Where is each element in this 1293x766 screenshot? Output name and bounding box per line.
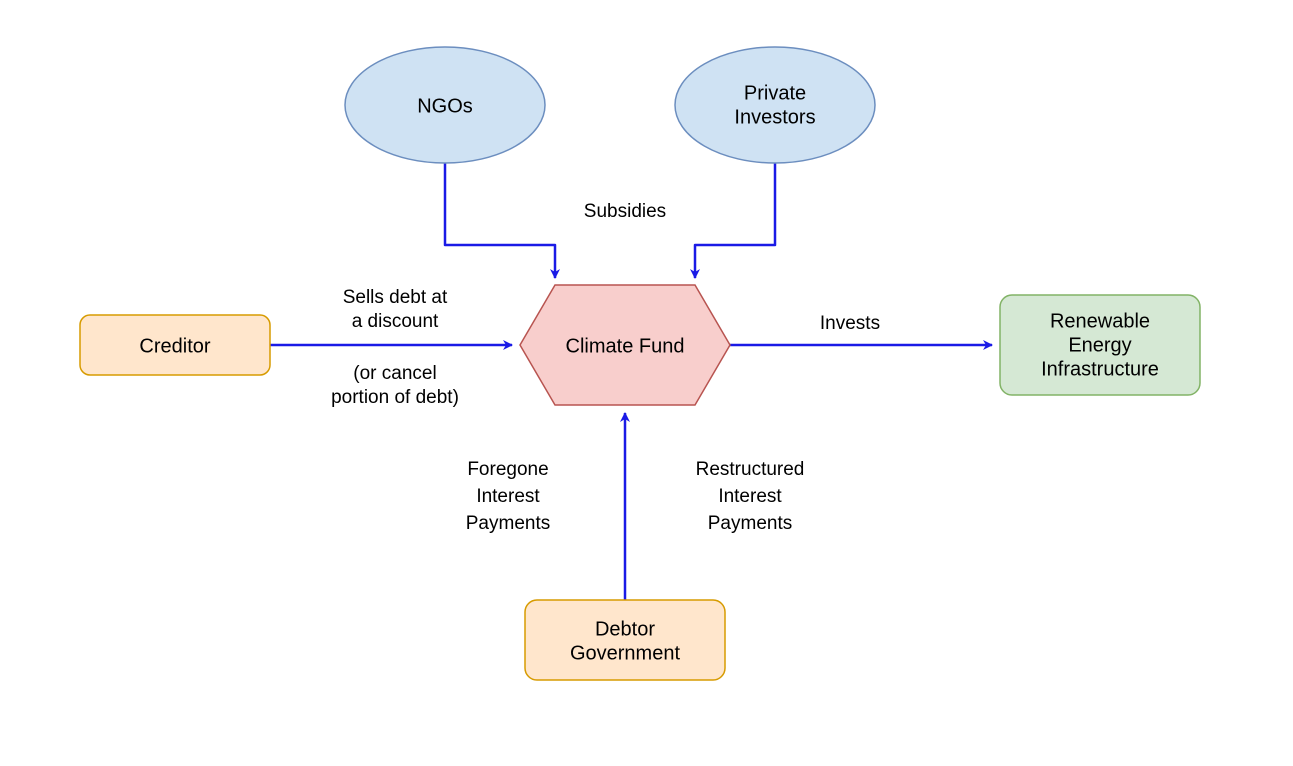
node-renewable: Renewable Energy Infrastructure	[1000, 295, 1200, 395]
label-subsidies: Subsidies	[584, 201, 666, 222]
edge-investors-to-fund	[695, 163, 775, 278]
node-investors-label-1: Private	[744, 82, 806, 104]
node-climate-fund-label: Climate Fund	[566, 335, 685, 357]
label-invests: Invests	[820, 313, 880, 334]
label-sells-debt-1: Sells debt at	[343, 287, 448, 308]
label-foregone-2: Interest	[476, 486, 540, 507]
node-renewable-label-1: Renewable	[1050, 310, 1150, 332]
label-restructured-1: Restructured	[696, 459, 805, 480]
label-restructured-3: Payments	[708, 513, 792, 534]
label-foregone-1: Foregone	[467, 459, 548, 480]
node-ngos: NGOs	[345, 47, 545, 163]
node-renewable-label-3: Infrastructure	[1041, 358, 1159, 380]
label-cancel-debt-1: (or cancel	[353, 363, 436, 384]
label-foregone-3: Payments	[466, 513, 550, 534]
node-creditor-label: Creditor	[139, 335, 210, 357]
node-creditor: Creditor	[80, 315, 270, 375]
label-sells-debt-2: a discount	[352, 311, 439, 332]
node-investors-label-2: Investors	[734, 106, 815, 128]
node-debtor: Debtor Government	[525, 600, 725, 680]
node-investors: Private Investors	[675, 47, 875, 163]
climate-fund-diagram: Subsidies Sells debt at a discount (or c…	[0, 0, 1293, 766]
node-ngos-label: NGOs	[417, 95, 473, 117]
node-debtor-label-1: Debtor	[595, 618, 655, 640]
node-renewable-label-2: Energy	[1068, 334, 1131, 356]
label-cancel-debt-2: portion of debt)	[331, 387, 459, 408]
node-climate-fund: Climate Fund	[520, 285, 730, 405]
edge-ngos-to-fund	[445, 163, 555, 278]
label-restructured-2: Interest	[718, 486, 782, 507]
node-debtor-label-2: Government	[570, 642, 680, 664]
